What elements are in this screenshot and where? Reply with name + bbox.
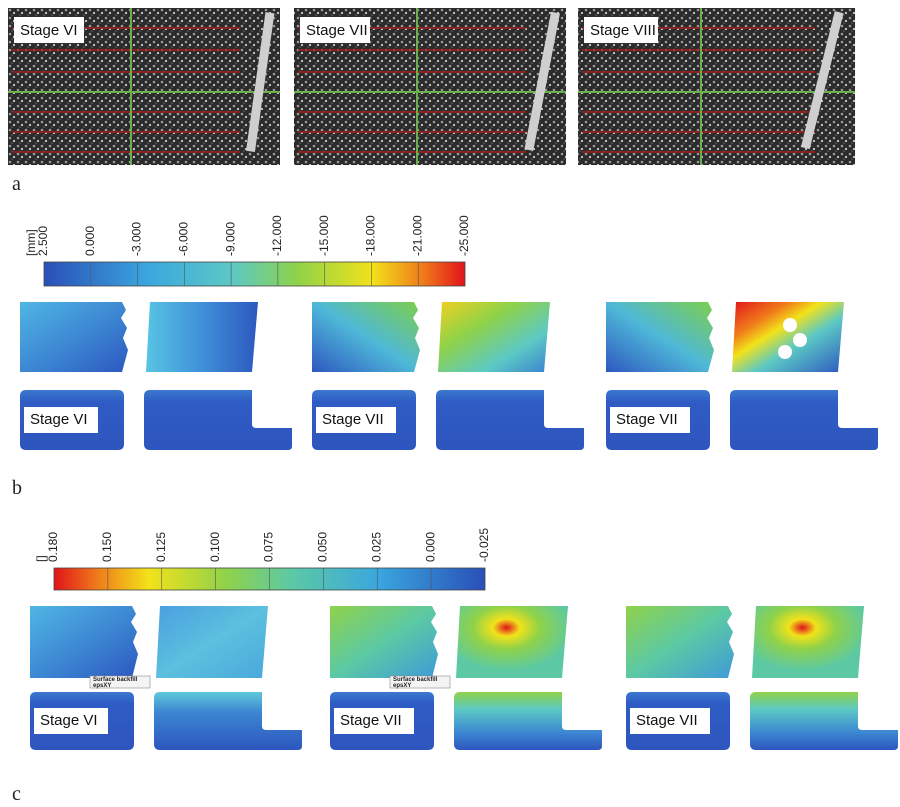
colorbar-tick: -6.000: [177, 222, 191, 256]
annotation-sub: epsXY: [393, 683, 411, 689]
photo: Stage VIII: [578, 8, 855, 165]
stage-label: Stage VII: [322, 411, 384, 428]
contour-top-right: [752, 606, 864, 678]
colorbar-tick: -15.000: [317, 215, 331, 256]
colorbar-tick: -0.025: [477, 528, 491, 562]
contour-base-right: [730, 390, 878, 450]
colorbar-tick: 0.025: [369, 532, 383, 562]
colorbar-tick: 0.150: [100, 532, 114, 562]
colorbar-tick: 0.000: [423, 532, 437, 562]
contour-group: Stage VI: [30, 606, 302, 750]
panel-label: a: [12, 173, 21, 195]
crack-hole: [793, 333, 807, 347]
contour-top-right: [732, 302, 844, 372]
colorbar-tick: -3.000: [130, 222, 144, 256]
contour-top-left: [626, 606, 734, 678]
contour-group: Stage VII: [606, 302, 878, 450]
colorbar-tick: 0.050: [316, 532, 330, 562]
panel-label: b: [12, 477, 22, 499]
colorbar-tick: 0.000: [83, 226, 97, 256]
contour-group: Stage VII: [312, 302, 584, 450]
colorbar-tick: -18.000: [364, 215, 378, 256]
contour-top-right: [146, 302, 258, 372]
colorbar-unit: [mm]: [24, 229, 38, 256]
colorbar-unit: []: [34, 555, 48, 562]
colorbar-tick: 0.125: [154, 532, 168, 562]
photo: Stage VI: [8, 8, 280, 165]
contour-top-right: [156, 606, 268, 678]
panel-label: c: [12, 783, 21, 805]
crack-hole: [778, 345, 792, 359]
colorbar-tick: 0.180: [46, 532, 60, 562]
colorbar-tick: 0.075: [262, 532, 276, 562]
contour-top-left: [20, 302, 128, 372]
colorbar-tick: -12.000: [270, 215, 284, 256]
colorbar-tick: -21.000: [410, 215, 424, 256]
figure: Stage VI Stage VII Stage VIII a 2.500 0.000 -3…: [0, 0, 900, 807]
contour-top-left: [30, 606, 138, 678]
contour-top-left: [606, 302, 714, 372]
contour-base-right: [144, 390, 292, 450]
colorbar-tick: 2.500: [36, 226, 50, 256]
colorbar-tick: 0.100: [208, 532, 222, 562]
contour-top-right: [456, 606, 568, 678]
stage-label: Stage VII: [306, 22, 368, 39]
contour-top-left: [330, 606, 438, 678]
contour-top-right: [438, 302, 550, 372]
colorbar-tick: -25.000: [457, 215, 471, 256]
photo: Stage VII: [294, 8, 566, 165]
stage-label: Stage VII: [616, 411, 678, 428]
contour-group: Stage VI: [20, 302, 292, 450]
contour-base-right: [154, 692, 302, 750]
crack-hole: [783, 318, 797, 332]
annotation-sub: epsXY: [93, 683, 111, 689]
contour-base-right: [454, 692, 602, 750]
stage-label: Stage VII: [636, 712, 698, 729]
stage-label: Stage VI: [40, 712, 98, 729]
contour-top-left: [312, 302, 420, 372]
stage-label: Stage VIII: [590, 22, 656, 39]
contour-group: Stage VII: [330, 606, 602, 750]
colorbar-tick: -9.000: [223, 222, 237, 256]
stage-label: Stage VII: [340, 712, 402, 729]
contour-base-right: [436, 390, 584, 450]
stage-label: Stage VI: [30, 411, 88, 428]
contour-group: Stage VII: [626, 606, 898, 750]
stage-label: Stage VI: [20, 22, 78, 39]
contour-base-right: [750, 692, 898, 750]
colorbar: [44, 262, 465, 286]
